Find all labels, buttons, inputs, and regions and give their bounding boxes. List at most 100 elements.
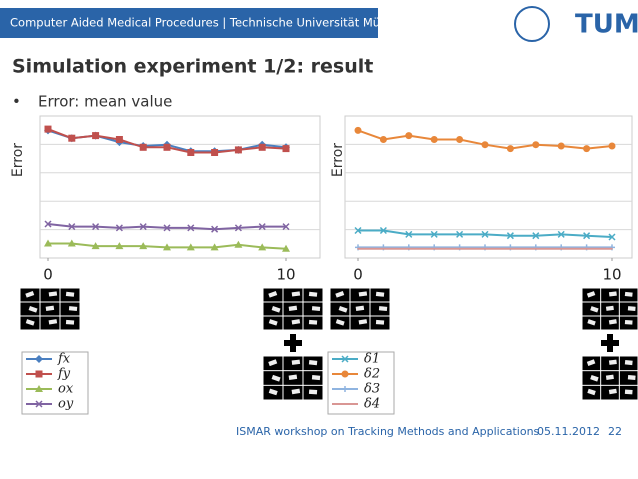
marker (163, 143, 171, 151)
image-patch (605, 305, 614, 311)
image-patch (65, 291, 75, 297)
x-tick-label: 0 (43, 266, 53, 284)
y-axis-label: Error (330, 143, 346, 177)
legend-label: oy (58, 397, 74, 412)
marker (456, 230, 464, 238)
slide-title: Simulation experiment 1/2: result (12, 56, 373, 78)
image-patch (627, 375, 636, 381)
marker (509, 247, 512, 250)
marker (92, 132, 100, 140)
image-patch (608, 359, 617, 365)
marker (379, 136, 387, 143)
image-patch (291, 319, 301, 325)
image-patch (311, 374, 321, 381)
image-patch (288, 305, 298, 311)
image-patch (291, 291, 301, 297)
x-tick-label: 0 (353, 266, 363, 284)
image-patch (65, 319, 75, 325)
marker (405, 132, 413, 140)
image-patch (608, 291, 617, 297)
marker (379, 226, 387, 235)
marker (532, 141, 540, 149)
footer-date: 05.11.2012 (537, 425, 600, 438)
legend-marker (35, 370, 43, 378)
image-patch (271, 306, 281, 313)
marker (91, 242, 100, 250)
marker (44, 239, 52, 247)
marker (430, 230, 438, 238)
marker (405, 230, 413, 238)
footer-page: 22 (608, 425, 622, 438)
marker (187, 224, 195, 232)
marker (139, 143, 147, 151)
bullet-text: Error: mean value (38, 93, 172, 111)
marker (139, 223, 147, 231)
footer-event: ISMAR workshop on Tracking Methods and A… (236, 425, 540, 438)
image-patch (291, 359, 301, 365)
image-patch (268, 291, 278, 298)
x-tick-label: 10 (602, 266, 621, 284)
image-patch (335, 291, 345, 298)
image-patch (590, 374, 599, 382)
institute: Computer Aided Medical Procedures | Tech… (10, 16, 415, 30)
image-patch (355, 305, 365, 311)
image-patch (335, 319, 345, 326)
x-tick-label: 10 (276, 266, 295, 284)
marker (481, 230, 489, 238)
marker (68, 223, 76, 231)
image-patch (271, 374, 281, 382)
image-patch (25, 319, 35, 326)
legend-marker (344, 403, 346, 405)
image-patch (624, 319, 633, 325)
marker (92, 223, 100, 231)
marker (258, 243, 267, 251)
marker (354, 126, 362, 134)
image-patch (25, 291, 35, 298)
image-patch (608, 319, 617, 325)
camp-logo (514, 6, 550, 42)
image-patch (268, 388, 278, 396)
image-patch (375, 291, 385, 297)
legend-marker (35, 355, 43, 363)
plus (607, 334, 613, 352)
marker (557, 230, 565, 238)
marker (583, 145, 591, 153)
marker (234, 240, 243, 248)
marker (608, 142, 616, 150)
image-patch (587, 319, 596, 326)
marker (354, 226, 362, 235)
bullet-dot: • (12, 93, 21, 111)
legend-box (21, 351, 89, 415)
marker (67, 239, 76, 247)
legend-label: δ3 (364, 382, 380, 397)
image-patch (45, 305, 55, 311)
marker (234, 224, 242, 232)
marker (506, 232, 514, 240)
image-patch (590, 306, 599, 313)
plot-frame (39, 115, 321, 259)
marker (68, 134, 76, 142)
marker (611, 247, 613, 250)
marker (433, 247, 436, 250)
marker (186, 243, 195, 251)
image-patch (288, 374, 298, 381)
legend-marker (35, 385, 43, 392)
marker (44, 125, 52, 133)
marker (115, 136, 123, 143)
image-patch (608, 388, 617, 395)
marker (481, 141, 489, 149)
marker (258, 223, 266, 231)
image-patch (68, 306, 78, 312)
image-patch (308, 291, 318, 297)
marker (484, 247, 486, 250)
marker (583, 232, 591, 240)
marker (282, 223, 290, 231)
image-patch (291, 388, 301, 395)
y-axis-label: Error (10, 143, 26, 177)
image-patch (48, 319, 58, 325)
marker (456, 136, 464, 143)
image-patch (338, 306, 348, 313)
marker (115, 242, 124, 250)
header-bar (0, 8, 378, 38)
